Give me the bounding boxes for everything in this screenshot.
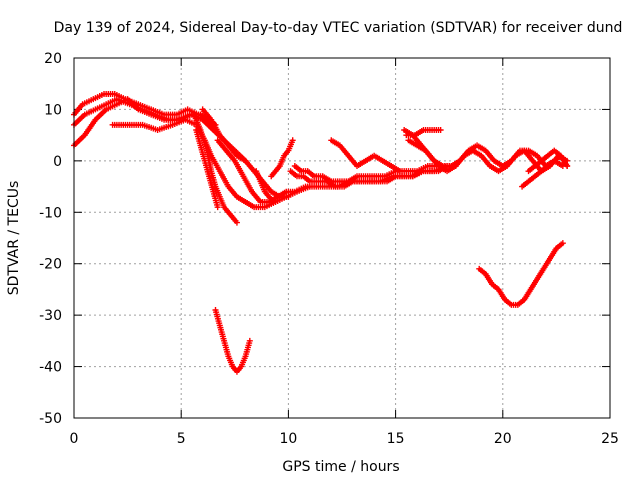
series-track-18: [476, 240, 566, 308]
chart-title: Day 139 of 2024, Sidereal Day-to-day VTE…: [54, 20, 623, 36]
data-point: [289, 137, 296, 144]
grid-lines: [74, 58, 610, 418]
data-points: [71, 91, 571, 375]
data-point: [233, 219, 240, 226]
y-tick-label: 10: [44, 102, 62, 118]
y-tick-label: -10: [39, 205, 62, 221]
y-tick-label: -40: [39, 360, 62, 376]
series-trace: [478, 242, 564, 306]
axis-ticks: [73, 57, 611, 419]
x-tick-label: 20: [494, 431, 512, 447]
x-tick-label: 15: [387, 431, 405, 447]
data-point: [437, 127, 444, 133]
series-track-17: [403, 127, 444, 139]
data-point: [214, 204, 221, 211]
y-tick-label: -30: [39, 308, 62, 324]
data-point: [246, 337, 253, 344]
series-track-11: [268, 137, 296, 180]
y-tick-label: 20: [44, 51, 62, 67]
x-axis-label: GPS time / hours: [282, 459, 399, 475]
x-tick-label: 25: [601, 431, 619, 447]
y-axis-label: SDTVAR / TECUs: [6, 181, 22, 296]
data-point: [564, 163, 571, 169]
series-track-20: [525, 147, 571, 175]
y-tick-label: -50: [39, 411, 62, 427]
x-tick-label: 10: [279, 431, 297, 447]
data-point: [285, 193, 292, 200]
data-point: [396, 168, 403, 175]
series-track-7: [212, 307, 253, 375]
series-track-10: [253, 168, 277, 205]
x-tick-label: 0: [70, 431, 79, 447]
y-tick-label: -20: [39, 257, 62, 273]
y-tick-label: 0: [53, 154, 62, 170]
plot-border: [73, 57, 611, 419]
x-tick-label: 5: [177, 431, 186, 447]
series-track-14: [328, 137, 403, 175]
tick-labels: 0 5 10 15 20 25 -50 -40 -30 -20 -10 0 10 20: [39, 51, 619, 447]
data-point: [559, 240, 566, 247]
series-track-6: [193, 127, 221, 211]
data-point: [270, 199, 277, 205]
